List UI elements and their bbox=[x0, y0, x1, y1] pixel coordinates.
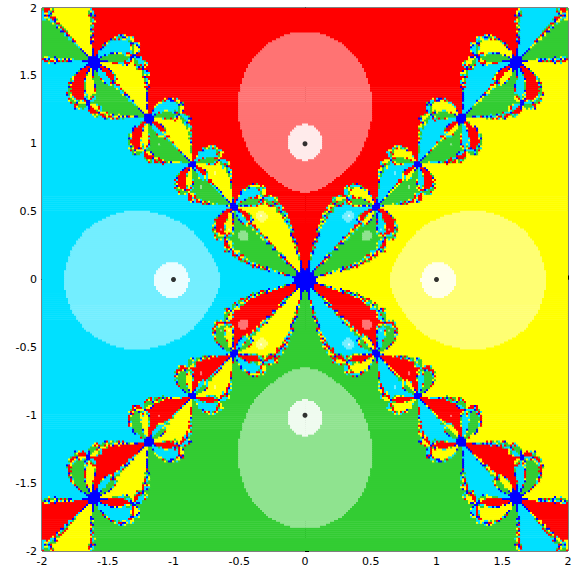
svg-text:2: 2 bbox=[30, 2, 37, 15]
svg-text:1: 1 bbox=[30, 137, 37, 150]
svg-text:0: 0 bbox=[302, 555, 309, 568]
svg-text:-2: -2 bbox=[37, 555, 48, 568]
svg-text:-1.5: -1.5 bbox=[97, 555, 118, 568]
svg-text:0: 0 bbox=[30, 273, 37, 286]
svg-text:1.5: 1.5 bbox=[494, 555, 512, 568]
svg-text:1: 1 bbox=[433, 555, 440, 568]
svg-text:1.5: 1.5 bbox=[20, 69, 38, 82]
svg-text:-2: -2 bbox=[26, 545, 37, 558]
svg-text:-1: -1 bbox=[168, 555, 179, 568]
svg-text:-1: -1 bbox=[26, 409, 37, 422]
svg-text:-0.5: -0.5 bbox=[229, 555, 250, 568]
svg-text:-0.5: -0.5 bbox=[16, 341, 37, 354]
svg-text:2: 2 bbox=[565, 555, 572, 568]
svg-text:0.5: 0.5 bbox=[20, 205, 38, 218]
svg-text:0.5: 0.5 bbox=[362, 555, 380, 568]
svg-text:-1.5: -1.5 bbox=[16, 477, 37, 490]
